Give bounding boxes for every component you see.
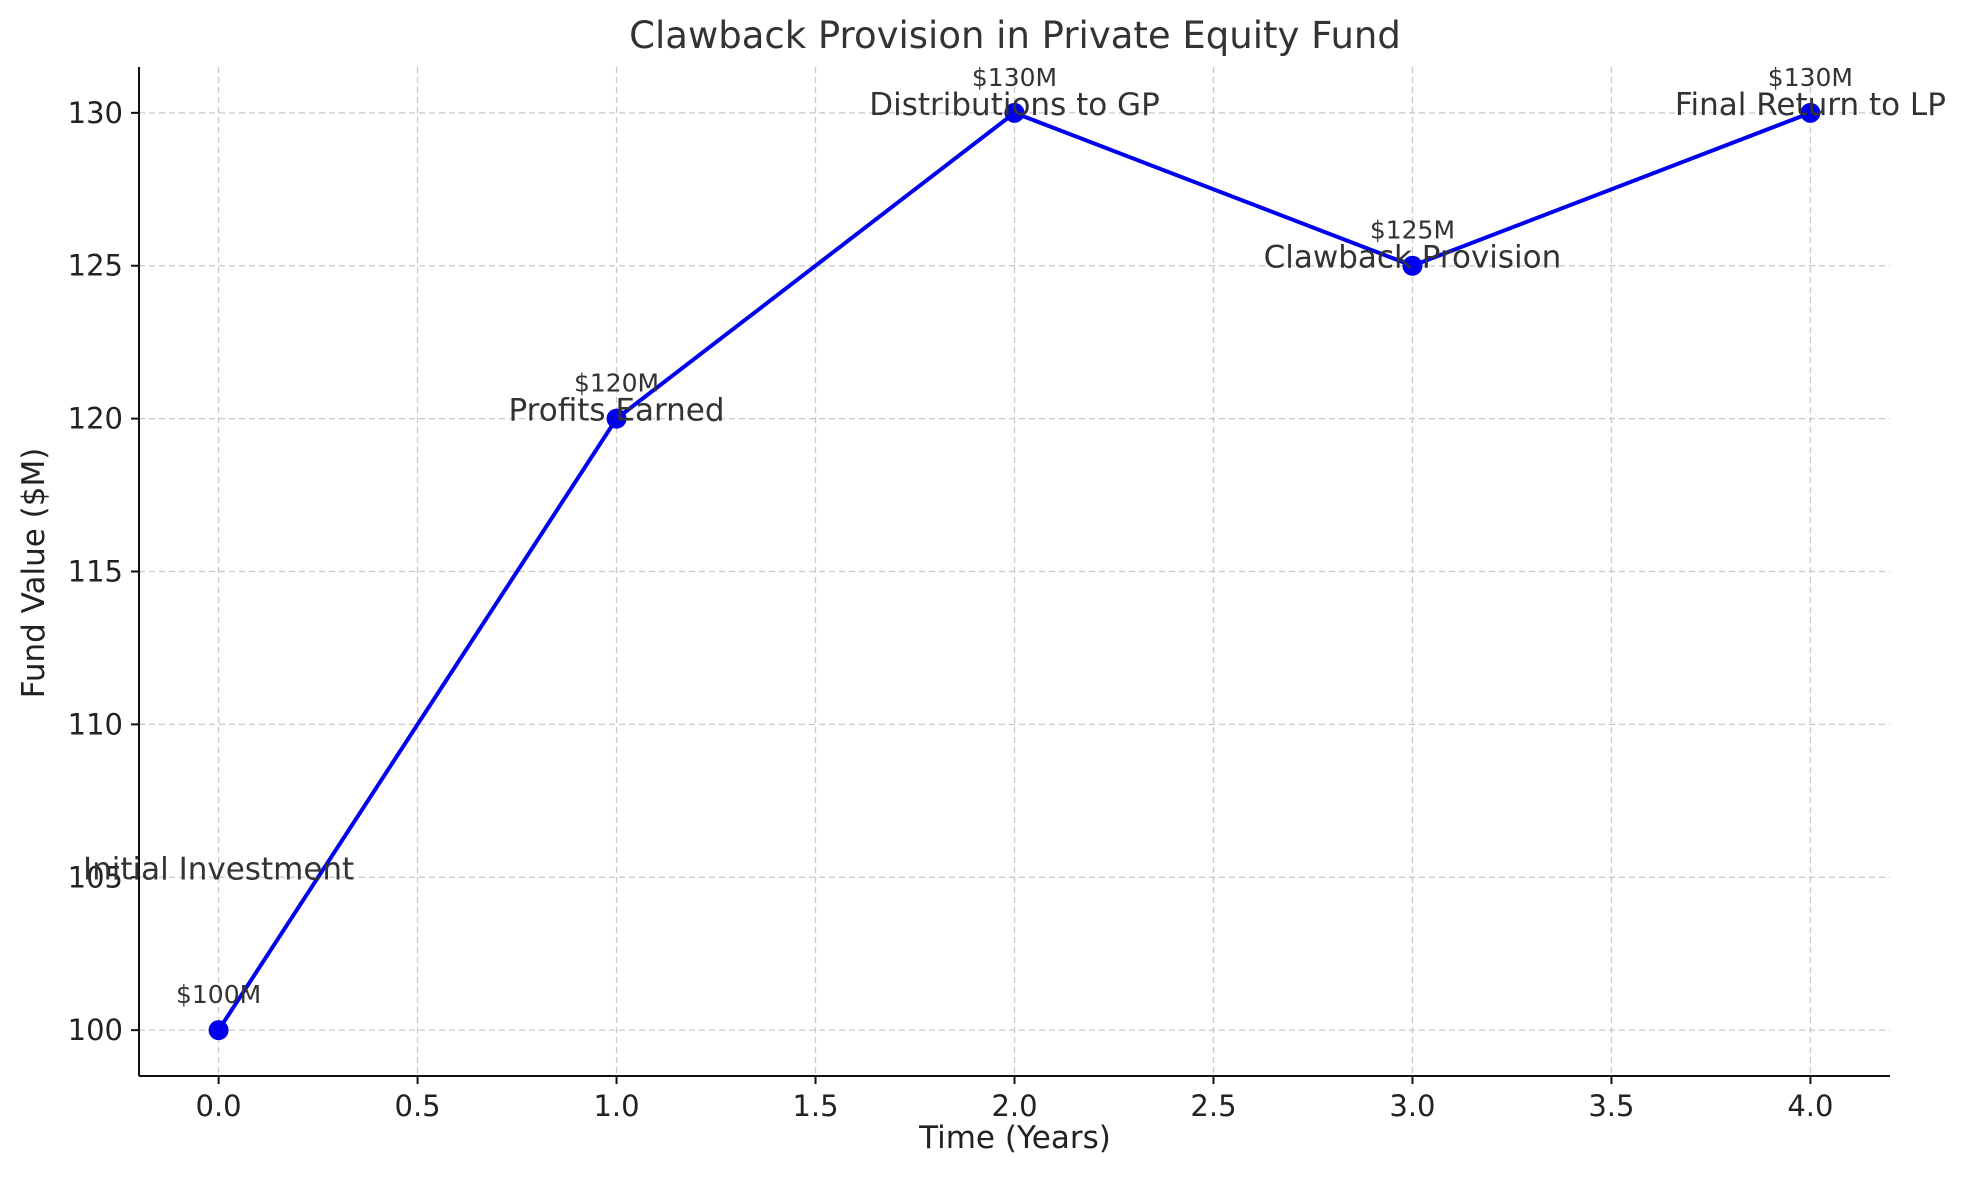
x-tick-label: 1.0 — [593, 1089, 639, 1123]
data-point — [1800, 102, 1821, 123]
x-tick-label: 3.0 — [1389, 1089, 1435, 1123]
x-tick-label: 2.0 — [991, 1089, 1037, 1123]
y-tick-label: 125 — [68, 249, 123, 283]
y-axis-ticks: 100 105 110 115 120 125 130 — [68, 96, 139, 1047]
y-tick-label: 100 — [68, 1013, 123, 1047]
annotation-label: Profits Earned — [509, 393, 725, 429]
x-axis-label: Time (Years) — [918, 1120, 1111, 1156]
x-tick-label: 3.5 — [1588, 1089, 1634, 1123]
x-tick-label: 2.5 — [1190, 1089, 1236, 1123]
y-axis-label: Fund Value ($M) — [16, 448, 52, 699]
annotation-label: Initial Investment — [83, 851, 354, 887]
data-point — [1402, 255, 1423, 276]
y-tick-label: 105 — [68, 860, 123, 894]
y-tick-label: 120 — [68, 402, 123, 436]
data-value-label: $130M — [972, 63, 1057, 92]
x-tick-label: 1.5 — [792, 1089, 838, 1123]
data-value-label: $100M — [176, 980, 261, 1009]
x-tick-label: 0.5 — [395, 1089, 441, 1123]
annotation-label: Final Return to LP — [1675, 87, 1946, 123]
data-labels: $100M $120M $130M $125M $130M Initial Investm… — [83, 63, 1946, 1009]
data-point — [606, 408, 627, 429]
data-value-label: $120M — [574, 369, 659, 398]
x-tick-label: 4.0 — [1787, 1089, 1833, 1123]
grid — [139, 67, 1890, 1076]
data-point — [208, 1020, 229, 1041]
x-axis-ticks: 0.0 0.5 1.0 1.5 2.0 2.5 3.0 3.5 4.0 — [196, 1076, 1833, 1123]
chart-title: Clawback Provision in Private Equity Fun… — [629, 14, 1401, 57]
y-tick-label: 130 — [68, 96, 123, 130]
data-value-label: $130M — [1768, 63, 1853, 92]
annotation-label: Distributions to GP — [869, 87, 1160, 123]
data-point — [1004, 102, 1025, 123]
annotation-label: Clawback Provision — [1264, 240, 1562, 276]
y-tick-label: 115 — [68, 555, 123, 589]
data-value-label: $125M — [1370, 216, 1455, 245]
series — [208, 102, 1821, 1041]
y-tick-label: 110 — [68, 707, 123, 741]
x-tick-label: 0.0 — [196, 1089, 242, 1123]
